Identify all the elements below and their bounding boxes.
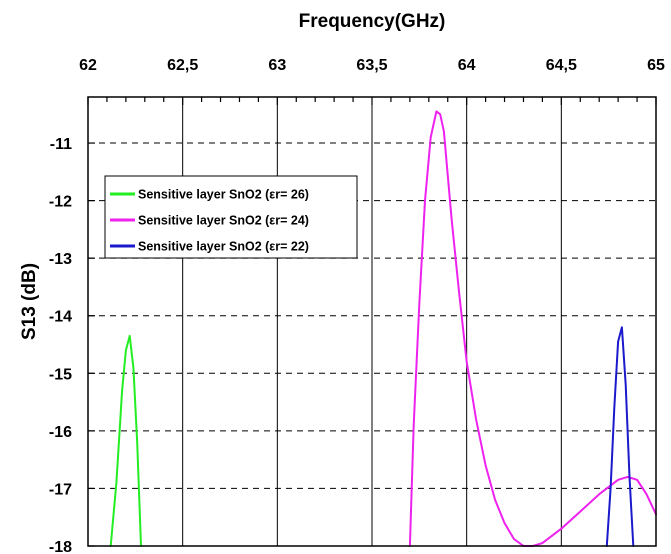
x-tick-label-63-5: 63,5 — [356, 57, 387, 74]
x-tick-label-63: 63 — [268, 57, 286, 74]
legend-label-er22: Sensitive layer SnO2 (εr= 22) — [138, 240, 309, 254]
x-axis-title: Frequency(GHz) — [299, 11, 446, 32]
x-tick-label-64: 64 — [458, 57, 476, 74]
series-er24-line — [408, 110, 657, 547]
y-tick-label-12: -12 — [49, 194, 72, 211]
y-tick-label-11: -11 — [50, 136, 72, 153]
ticks — [87, 97, 657, 547]
legend: Sensitive layer SnO2 (εr= 26) Sensitive … — [104, 175, 358, 259]
x-tick-label-65: 65 — [647, 57, 665, 74]
legend-box — [104, 175, 358, 259]
x-tick-label-62-5: 62,5 — [167, 57, 198, 74]
x-tick-label-64-5: 64,5 — [546, 57, 577, 74]
series-er22-line — [605, 326, 635, 547]
y-tick-label-15: -15 — [49, 366, 72, 383]
x-tick-label-62: 62 — [79, 57, 97, 74]
grid — [88, 97, 656, 546]
y-tick-label-18: -18 — [49, 539, 72, 554]
legend-label-er24: Sensitive layer SnO2 (εr= 24) — [138, 214, 309, 228]
series-layer — [109, 110, 657, 547]
y-tick-label-17: -17 — [49, 481, 72, 498]
series-er26-line — [109, 334, 142, 547]
y-axis-title: S13 (dB) — [19, 263, 40, 340]
y-tick-label-16: -16 — [49, 424, 72, 441]
tick-labels: 62 62,5 63 63,5 64 64,5 65 -11 -12 -13 -14 -15 -16 -1… — [49, 57, 665, 554]
y-tick-label-13: -13 — [49, 251, 72, 268]
legend-label-er26: Sensitive layer SnO2 (εr= 26) — [138, 188, 309, 202]
y-tick-label-14: -14 — [49, 309, 72, 326]
